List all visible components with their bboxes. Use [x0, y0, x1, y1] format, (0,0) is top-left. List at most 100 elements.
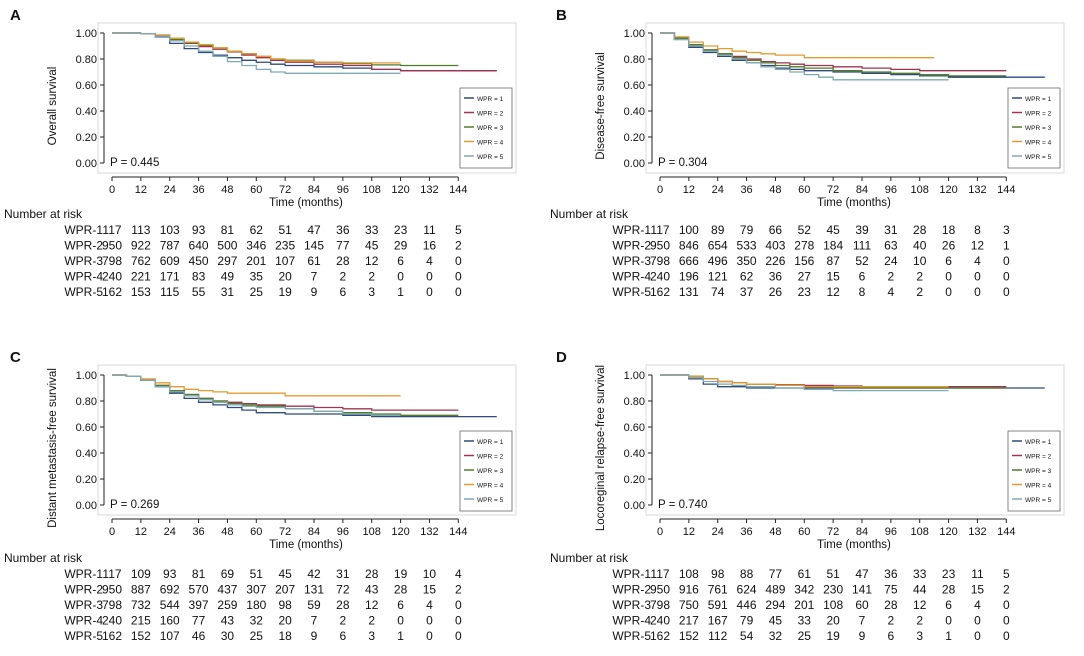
risk-count: 2: [340, 270, 347, 284]
km-curve-wpr-5: [660, 374, 949, 392]
risk-count: 16: [423, 239, 437, 253]
risk-count: 171: [160, 270, 180, 284]
risk-count: 5: [455, 223, 462, 237]
risk-count: 6: [397, 598, 404, 612]
risk-count: 950: [650, 583, 670, 597]
x-tick-label: 120: [391, 184, 409, 196]
risk-count: 77: [192, 614, 206, 628]
risk-count: 0: [974, 614, 981, 628]
x-axis-title: Time (months): [269, 539, 343, 551]
risk-count: 51: [278, 223, 292, 237]
risk-count: 8: [974, 223, 981, 237]
y-tick-label: 0.80: [624, 54, 645, 66]
risk-count: 0: [945, 285, 952, 299]
x-tick-label: 108: [363, 184, 381, 196]
risk-count: 75: [884, 583, 898, 597]
risk-row-label: WPR-5: [64, 285, 103, 299]
risk-count: 235: [275, 239, 295, 253]
x-tick-label: 60: [798, 526, 810, 538]
risk-count: 12: [365, 254, 379, 268]
x-tick-label: 132: [968, 184, 986, 196]
risk-count: 732: [131, 598, 151, 612]
x-tick-label: 120: [391, 526, 409, 538]
legend: [459, 87, 513, 169]
risk-count: 9: [859, 629, 866, 643]
risk-count: 87: [826, 254, 840, 268]
y-tick-label: 0.20: [624, 474, 645, 486]
panel-a: A0.000.200.400.600.801.000 12 24 36 48 60 72 84…: [4, 7, 517, 299]
x-tick-label: 0: [109, 184, 115, 196]
x-tick-label: 84: [308, 184, 320, 196]
risk-count: 35: [250, 270, 264, 284]
risk-count: 570: [189, 583, 209, 597]
risk-count: 72: [336, 583, 350, 597]
risk-count: 31: [336, 567, 350, 581]
y-axis-title: Overall survival: [47, 67, 59, 146]
risk-count: 15: [971, 583, 985, 597]
risk-count: 26: [769, 285, 783, 299]
risk-count: 28: [913, 223, 927, 237]
risk-count: 100: [679, 223, 699, 237]
risk-count: 131: [679, 285, 699, 299]
legend-label: WPR = 2: [1025, 454, 1052, 461]
risk-count: 4: [426, 254, 433, 268]
x-tick-label: 84: [856, 184, 868, 196]
risk-count: 798: [650, 598, 670, 612]
risk-count: 2: [455, 239, 462, 253]
legend-label: WPR = 1: [477, 96, 504, 103]
risk-count: 0: [397, 270, 404, 284]
x-tick-label: 48: [221, 526, 233, 538]
legend-label: WPR = 3: [1025, 125, 1052, 132]
x-tick-label: 36: [740, 526, 752, 538]
y-tick-label: 0.00: [76, 500, 97, 512]
x-tick-label: 0: [109, 526, 115, 538]
risk-count: 28: [336, 254, 350, 268]
risk-count: 0: [455, 270, 462, 284]
risk-count: 7: [311, 270, 318, 284]
risk-count: 761: [708, 583, 728, 597]
risk-count: 201: [794, 598, 814, 612]
risk-count: 93: [163, 567, 177, 581]
risk-count: 950: [650, 239, 670, 253]
risk-count: 11: [971, 567, 984, 581]
risk-count: 52: [855, 254, 869, 268]
risk-count: 450: [189, 254, 209, 268]
x-tick-label: 72: [279, 184, 291, 196]
risk-count: 83: [192, 270, 206, 284]
risk-count: 156: [794, 254, 814, 268]
risk-row-label: WPR-2: [612, 239, 651, 253]
risk-count: 0: [945, 614, 952, 628]
y-axis-title: Locoreginal relapse-free survival: [595, 365, 607, 531]
risk-row-label: WPR-2: [612, 583, 651, 597]
risk-count: 74: [711, 285, 725, 299]
risk-count: 215: [131, 614, 151, 628]
risk-count: 115: [160, 285, 179, 299]
risk-count: 4: [974, 254, 981, 268]
risk-count: 446: [737, 598, 757, 612]
risk-count: 397: [189, 598, 209, 612]
km-curve-wpr-4: [660, 374, 949, 388]
x-tick-label: 132: [420, 184, 438, 196]
risk-row-label: WPR-5: [612, 629, 651, 643]
risk-count: 43: [365, 583, 379, 597]
risk-count: 640: [189, 239, 209, 253]
risk-count: 117: [102, 223, 121, 237]
risk-count: 108: [823, 598, 843, 612]
p-value: P = 0.740: [658, 499, 707, 511]
km-curve-wpr-5: [112, 374, 401, 416]
x-tick-label: 60: [250, 184, 262, 196]
risk-count: 591: [708, 598, 728, 612]
km-curve-wpr-5: [660, 32, 949, 81]
risk-count: 19: [394, 567, 408, 581]
risk-count: 20: [278, 614, 292, 628]
x-tick-label: 12: [135, 184, 147, 196]
risk-count: 26: [942, 239, 956, 253]
x-tick-label: 84: [856, 526, 868, 538]
risk-count: 0: [455, 285, 462, 299]
panel-letter: C: [10, 349, 21, 366]
risk-count: 131: [304, 583, 324, 597]
risk-count: 31: [884, 223, 898, 237]
y-tick-label: 0.80: [624, 396, 645, 408]
risk-count: 4: [888, 285, 895, 299]
risk-count: 60: [855, 598, 869, 612]
